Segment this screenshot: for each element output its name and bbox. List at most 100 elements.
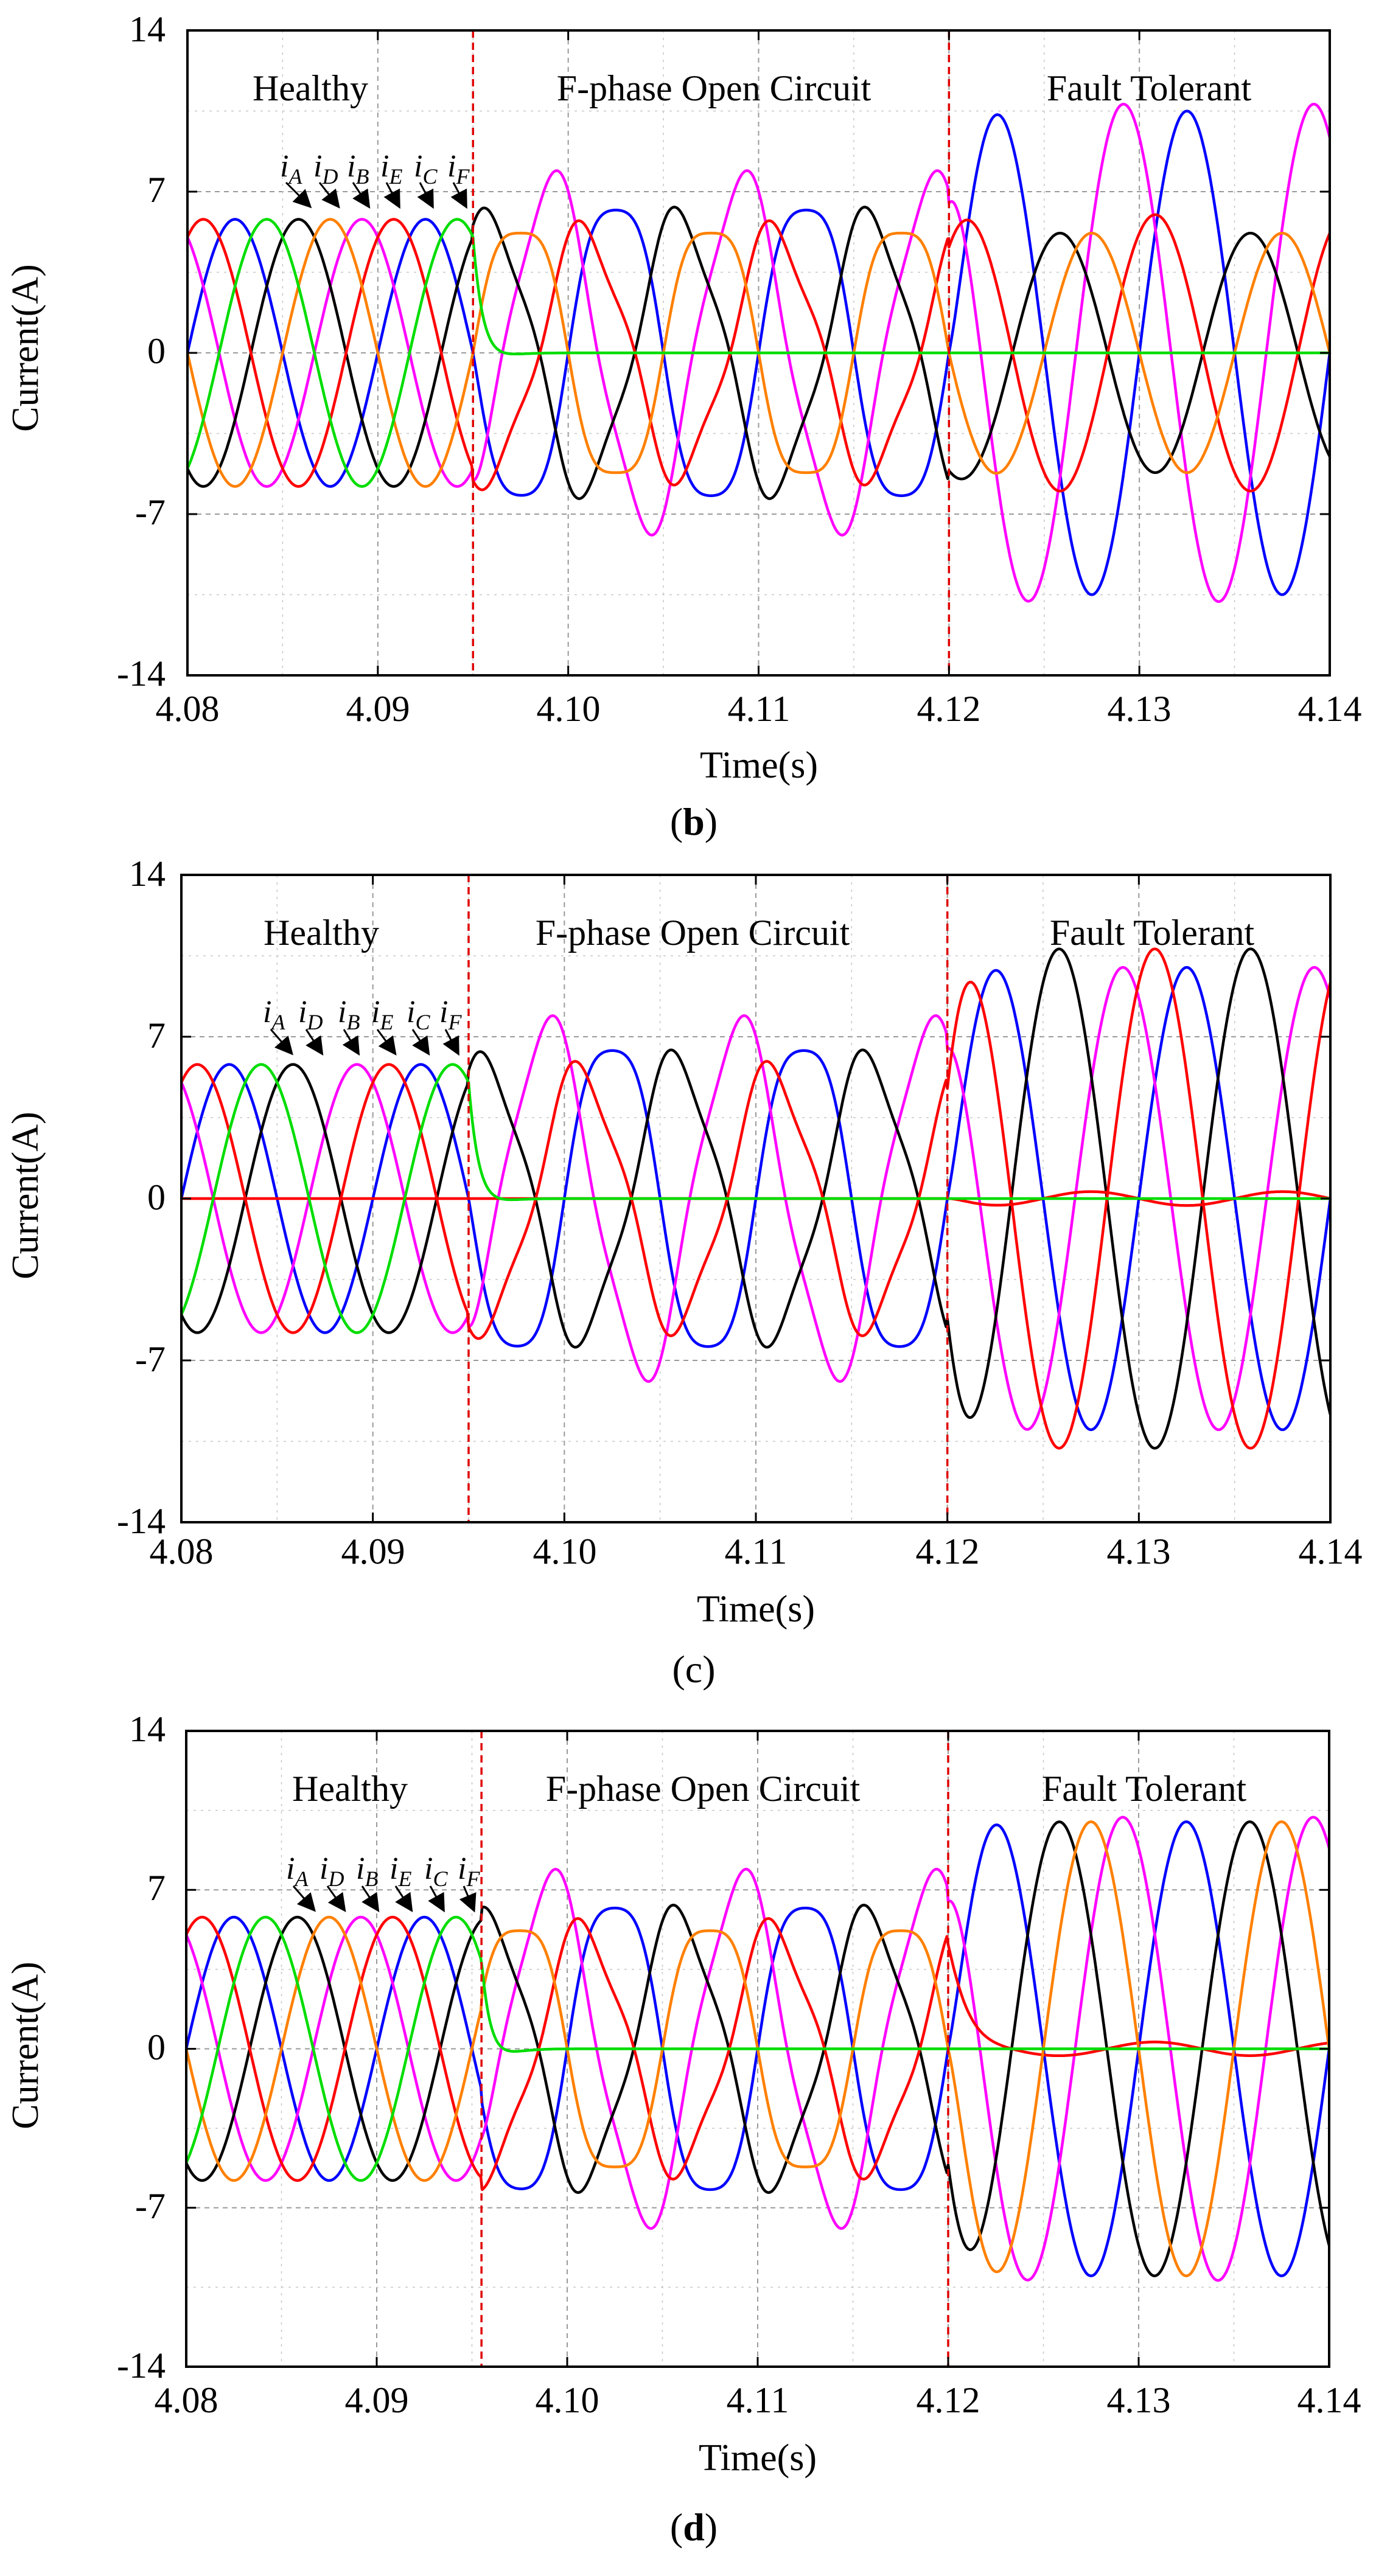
region-label-open-circuit: F-phase Open Circuit [557,68,871,108]
legend-i-E: iE [389,1851,411,1891]
xtick-label: 4.10 [537,689,601,729]
subfigure-label-b: (b) [670,800,718,843]
ytick-label: -7 [135,492,166,532]
subfigure-label-c: (c) [672,1648,715,1691]
legend-i-B: iB [356,1851,378,1891]
current-legend: iA iD iB iE iC iF [263,995,462,1056]
region-label-healthy: Healthy [264,913,379,953]
xtick-label: 4.12 [917,689,981,729]
legend-arrow [459,1885,477,1913]
legend-arrow [428,1885,445,1913]
legend-arrow [285,181,312,209]
y-axis-label: Current(A) [5,1112,46,1279]
current-legend: iA iD iB iE iC iF [280,149,470,209]
series-i-F [184,1915,1330,2182]
xtick-label: 4.10 [533,1531,597,1572]
region-label-healthy: Healthy [253,68,368,108]
legend-i-F: iF [447,149,470,189]
legend-arrow [270,1029,293,1056]
legend-arrow [361,1885,380,1913]
ytick-label: 0 [147,331,166,371]
legend-i-F: iF [439,995,462,1034]
legend-i-A: iA [280,149,302,189]
legend-arrow [318,182,340,209]
xtick-label: 4.10 [536,2380,599,2420]
xtick-label: 4.14 [1298,689,1362,729]
legend-i-C: iC [414,149,438,189]
legend-i-B: iB [338,995,360,1034]
legend-i-A: iA [286,1851,309,1891]
legend-arrow [326,1885,346,1912]
panel-c: 14 7 0 -7 -14 4.08 4.09 4.10 4.11 4.12 4… [5,854,1363,1691]
current-legend: iA iD iB iE iC iF [286,1851,480,1913]
ytick-label: -14 [117,653,166,694]
legend-i-A: iA [263,995,285,1034]
xtick-label: 4.09 [341,1531,405,1572]
legend-i-F: iF [458,1851,480,1891]
xtick-label: 4.09 [346,689,410,729]
ytick-label: 7 [147,1015,166,1056]
ytick-label: 7 [147,170,166,210]
y-axis-label: Current(A) [5,264,46,431]
legend-i-D: iD [313,149,338,189]
ytick-label: -7 [135,1339,166,1379]
ytick-label: -14 [117,1501,166,1541]
xtick-label: 4.13 [1107,2380,1171,2420]
ytick-label: 14 [129,9,166,49]
plot-area [184,1730,1331,2368]
legend-arrow [352,182,371,209]
xtick-label: 4.14 [1299,1531,1363,1572]
series-i-D [186,213,1332,493]
xtick-label: 4.12 [917,2380,980,2420]
legend-arrow [442,1029,459,1056]
region-label-open-circuit: F-phase Open Circuit [536,913,850,953]
x-axis-label: Time(s) [700,745,818,786]
xtick-label: 4.13 [1108,689,1172,729]
panel-b: 14 7 0 -7 -14 4.08 4.09 4.10 4.11 4.12 4… [5,9,1362,843]
xtick-label: 4.12 [916,1531,980,1572]
legend-arrow [305,1029,324,1056]
legend-i-E: iE [371,995,393,1034]
legend-arrow [342,1029,360,1056]
xtick-label: 4.13 [1107,1531,1171,1572]
legend-i-E: iE [380,149,402,189]
ytick-label: 7 [147,1868,166,1908]
plot-area [186,29,1332,677]
legend-arrow [411,1029,430,1056]
ytick-label: -7 [135,2186,166,2226]
legend-i-D: iD [298,995,323,1034]
subfigure-label-d: (d) [670,2505,718,2549]
legend-arrow [417,182,434,209]
series-i-F [180,1063,1331,1334]
region-label-healthy: Healthy [292,1769,408,1809]
legend-i-B: iB [347,149,369,189]
legend-arrow [376,1029,397,1056]
xtick-label: 4.11 [727,2380,789,2420]
panel-d: 14 7 0 -7 -14 4.08 4.09 4.10 4.11 4.12 4… [5,1709,1361,2549]
ytick-label: 14 [129,1709,166,1749]
legend-arrow [383,182,400,209]
legend-i-C: iC [424,1851,448,1891]
ytick-label: -14 [117,2345,166,2386]
region-label-fault-tolerant: Fault Tolerant [1047,68,1252,108]
ytick-label: 14 [129,854,166,894]
xtick-label: 4.11 [725,1531,788,1572]
legend-arrow [394,1885,413,1913]
xtick-label: 4.09 [345,2380,409,2420]
ytick-label: 0 [147,2027,166,2067]
legend-arrow [450,182,467,209]
region-label-fault-tolerant: Fault Tolerant [1042,1769,1247,1809]
xtick-label: 4.14 [1297,2380,1361,2420]
series-i-F [186,218,1330,488]
region-label-fault-tolerant: Fault Tolerant [1050,913,1255,953]
y-axis-label: Current(A) [5,1962,46,2129]
plot-area [180,874,1332,1523]
legend-i-C: iC [407,995,430,1034]
series-i-D [180,947,1332,1450]
ytick-label: 0 [147,1177,166,1217]
region-label-open-circuit: F-phase Open Circuit [546,1769,861,1809]
legend-i-D: iD [320,1851,344,1891]
xtick-label: 4.11 [728,689,791,729]
legend-arrow [292,1885,316,1912]
